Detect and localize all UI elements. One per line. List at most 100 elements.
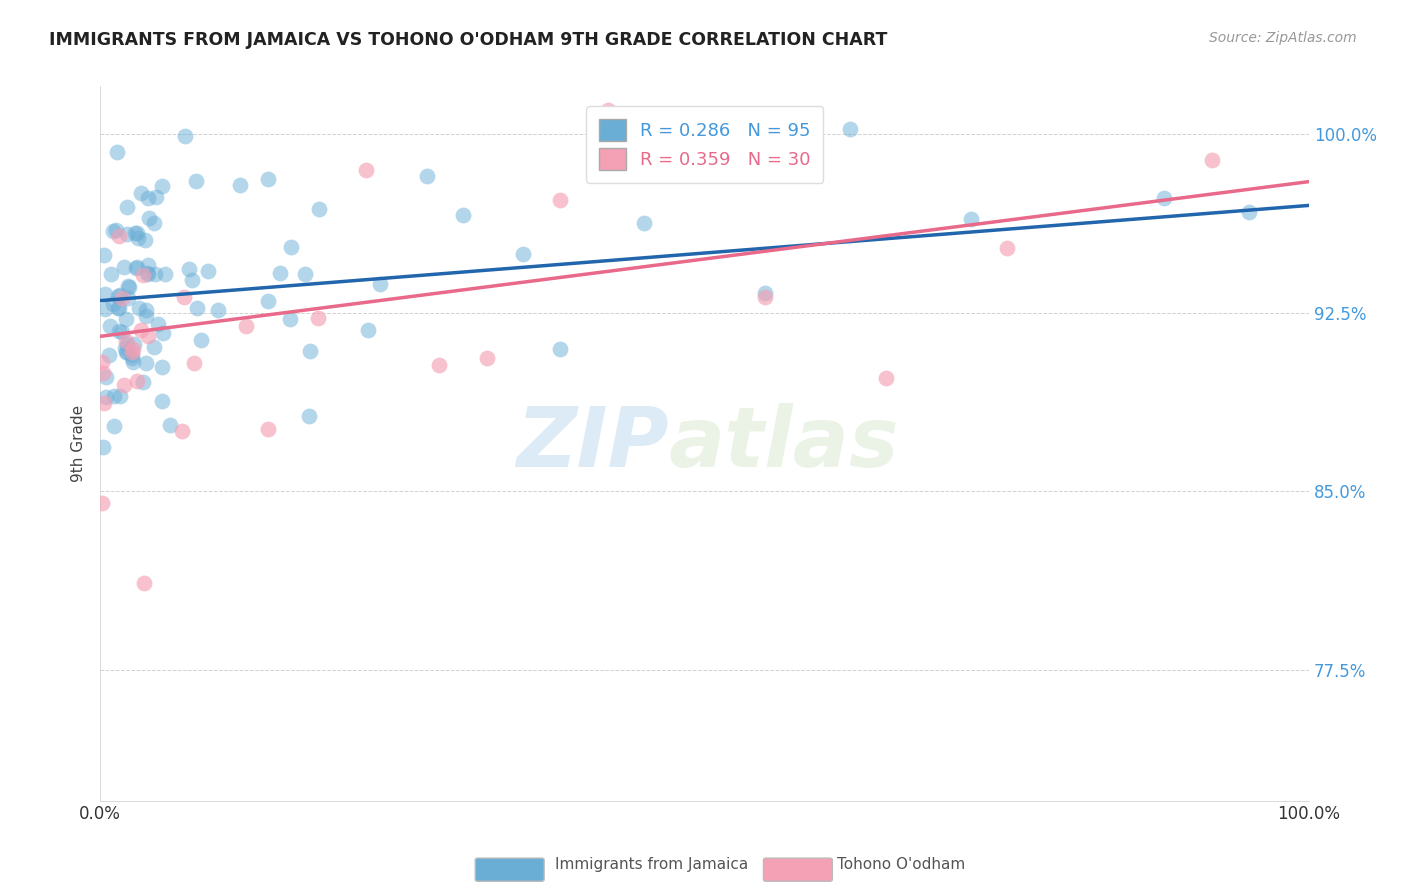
Point <box>121 348 143 362</box>
Point <box>94 302 117 317</box>
Point <box>368 277 391 291</box>
Point <box>121 345 143 359</box>
Point <box>94 286 117 301</box>
Point <box>308 202 330 216</box>
Point <box>186 173 208 187</box>
Point <box>145 267 167 281</box>
Point <box>122 355 145 369</box>
Point <box>357 323 380 337</box>
Point <box>121 342 143 356</box>
Point <box>180 273 202 287</box>
Point <box>959 212 981 227</box>
Point <box>115 345 138 359</box>
Text: ZIP: ZIP <box>516 403 668 484</box>
Point <box>1153 191 1175 205</box>
Point <box>415 169 437 184</box>
Point <box>548 343 571 357</box>
Point <box>103 389 125 403</box>
Point <box>995 241 1018 255</box>
Point <box>159 417 181 432</box>
Point <box>256 294 278 309</box>
Point <box>179 262 201 277</box>
Point <box>98 319 121 334</box>
Point <box>257 172 280 186</box>
Point <box>107 301 129 315</box>
Point <box>1237 205 1260 219</box>
Point <box>235 318 257 333</box>
Point <box>754 285 776 300</box>
Text: Tohono O'odham: Tohono O'odham <box>837 857 965 872</box>
Point <box>135 309 157 323</box>
Point <box>269 266 291 280</box>
Point <box>111 291 134 305</box>
Point <box>143 340 166 354</box>
FancyBboxPatch shape <box>475 858 544 881</box>
Point <box>299 344 322 359</box>
Point <box>107 301 129 315</box>
Point <box>115 227 138 242</box>
Point <box>145 190 167 204</box>
Point <box>93 366 115 380</box>
Point <box>93 247 115 261</box>
Point <box>294 267 316 281</box>
Point <box>115 334 138 348</box>
Point <box>134 233 156 247</box>
Point <box>115 312 138 326</box>
Point <box>136 329 159 343</box>
Point <box>124 226 146 240</box>
Point <box>596 103 619 118</box>
Point <box>110 389 132 403</box>
Point <box>153 267 176 281</box>
Point <box>838 122 860 136</box>
Point <box>115 345 138 359</box>
Point <box>125 226 148 240</box>
Point <box>91 440 114 454</box>
Point <box>138 211 160 225</box>
Point <box>278 312 301 326</box>
Point <box>451 208 474 222</box>
Point <box>150 179 173 194</box>
Point <box>114 341 136 355</box>
Point <box>94 370 117 384</box>
Point <box>131 323 153 337</box>
Point <box>173 128 195 143</box>
Point <box>125 260 148 275</box>
Point <box>101 224 124 238</box>
Point <box>135 356 157 370</box>
Point <box>136 267 159 281</box>
Point <box>135 303 157 318</box>
Point <box>105 145 128 160</box>
Point <box>228 178 250 192</box>
Point <box>298 409 321 423</box>
Point <box>128 301 150 315</box>
Point <box>91 496 114 510</box>
Point <box>207 303 229 318</box>
Point <box>112 378 135 392</box>
Point <box>307 311 329 326</box>
Y-axis label: 9th Grade: 9th Grade <box>72 405 86 482</box>
Point <box>98 348 121 362</box>
Point <box>138 191 160 205</box>
Point <box>105 223 128 237</box>
Point <box>1201 153 1223 168</box>
Point <box>354 163 377 178</box>
Text: Source: ZipAtlas.com: Source: ZipAtlas.com <box>1209 31 1357 45</box>
Point <box>112 260 135 274</box>
Point <box>280 240 302 254</box>
Point <box>170 424 193 438</box>
Point <box>142 216 165 230</box>
Point <box>124 261 146 276</box>
Point <box>146 317 169 331</box>
Text: atlas: atlas <box>668 403 898 484</box>
Point <box>183 355 205 369</box>
Point <box>125 375 148 389</box>
Point <box>548 193 571 207</box>
Point <box>117 336 139 351</box>
Point <box>107 289 129 303</box>
Point <box>127 231 149 245</box>
Point <box>90 355 112 369</box>
Point <box>152 393 174 408</box>
Point <box>186 301 208 315</box>
Point <box>427 358 450 372</box>
Point <box>100 267 122 281</box>
